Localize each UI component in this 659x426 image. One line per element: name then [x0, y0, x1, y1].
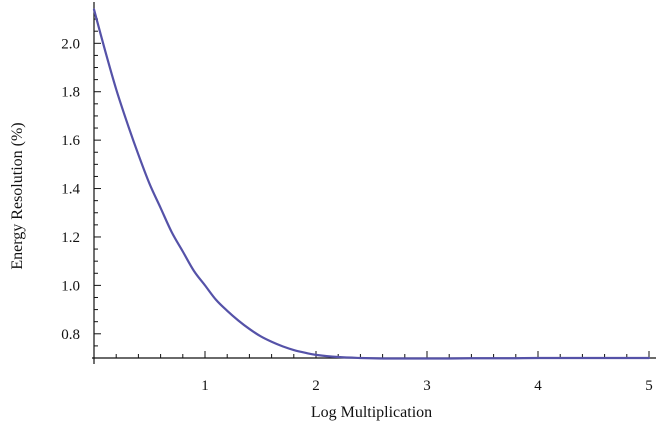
chart-tick-labels: 1 2 3 4 5 0.8 1.0 1.2 1.4 1.6 1.8 2.0	[61, 36, 653, 394]
y-tick-label: 1.6	[61, 133, 80, 149]
y-tick-label: 0.8	[61, 327, 80, 343]
energy-resolution-curve	[92, 8, 651, 360]
y-tick-label: 1.2	[61, 230, 80, 246]
chart-series	[92, 8, 651, 360]
y-tick-label: 1.0	[61, 278, 80, 294]
x-tick-label: 5	[645, 378, 653, 394]
x-tick-label: 4	[534, 378, 542, 394]
chart-axes	[92, 2, 656, 364]
y-tick-label: 1.4	[61, 182, 80, 198]
y-tick-label: 1.8	[61, 85, 80, 101]
x-tick-label: 2	[312, 378, 320, 394]
x-tick-label: 1	[201, 378, 209, 394]
y-axis-title: Energy Resolution (%)	[9, 122, 26, 269]
x-tick-label: 3	[423, 378, 431, 394]
y-tick-label: 2.0	[61, 36, 80, 52]
x-axis-title: Log Multiplication	[311, 404, 432, 421]
chart-ticks	[94, 18, 650, 358]
